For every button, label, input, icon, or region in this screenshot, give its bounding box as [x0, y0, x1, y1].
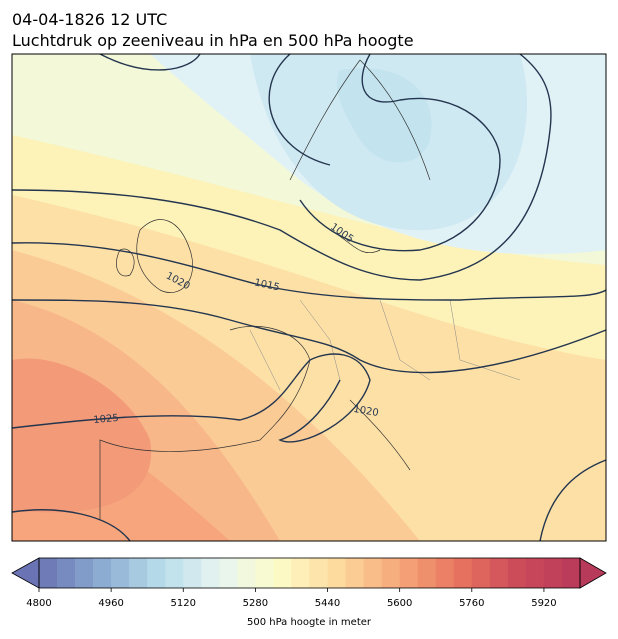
colorbar-bin [201, 558, 220, 588]
time-label: 04-04-1826 12 UTC [12, 10, 167, 29]
colorbar-bin [237, 558, 256, 588]
colorbar-bin [111, 558, 130, 588]
colorbar-tick-label: 5120 [171, 598, 196, 609]
colorbar-bin [309, 558, 328, 588]
colorbar-bin [255, 558, 274, 588]
colorbar-bin [129, 558, 148, 588]
colorbar-extend-high [579, 557, 607, 589]
colorbar-bin [489, 558, 509, 588]
colorbar-bin [561, 558, 581, 588]
colorbar-bin [363, 558, 382, 588]
colorbar: 4800 4960 5120 5280 5440 5600 5760 5920 [11, 557, 607, 609]
colorbar-bin [435, 558, 455, 588]
colorbar-bin [417, 558, 437, 588]
colorbar-tick-label: 5760 [459, 598, 484, 609]
colorbar-extend-low [11, 557, 40, 589]
colorbar-bin [57, 558, 76, 588]
colorbar-bin [165, 558, 184, 588]
colorbar-tick-label: 5440 [315, 598, 340, 609]
map-frame [11, 53, 607, 542]
colorbar-bin [507, 558, 527, 588]
colorbar-bin [273, 558, 292, 588]
colorbar-label: 500 hPa hoogte in meter [247, 617, 372, 628]
isobar-label: 1025 [93, 413, 119, 426]
colorbar-bin [471, 558, 491, 588]
colorbar-tick-label: 5920 [531, 598, 556, 609]
colorbar-bin [327, 558, 346, 588]
colorbar-bin [93, 558, 112, 588]
title: Luchtdruk op zeeniveau in hPa en 500 hPa… [12, 31, 414, 50]
colorbar-bin [147, 558, 166, 588]
colorbar-bin [453, 558, 473, 588]
colorbar-bin [39, 558, 58, 588]
colorbar-tick-label: 4800 [26, 598, 51, 609]
colorbar-bin [219, 558, 238, 588]
colorbar-bin [525, 558, 545, 588]
colorbar-frame [38, 557, 581, 589]
colorbar-bin [291, 558, 310, 588]
colorbar-bin [543, 558, 563, 588]
colorbar-bin [381, 558, 400, 588]
colorbar-bin [399, 558, 418, 588]
colorbar-bin [345, 558, 364, 588]
colorbar-tick-label: 5600 [387, 598, 412, 609]
colorbar-tick-label: 4960 [98, 598, 123, 609]
isobar-label: 1015 [253, 277, 280, 293]
isobar-label: 1020 [352, 404, 379, 419]
colorbar-bin [183, 558, 202, 588]
colorbar-bin [75, 558, 94, 588]
colorbar-tick-label: 5280 [243, 598, 268, 609]
